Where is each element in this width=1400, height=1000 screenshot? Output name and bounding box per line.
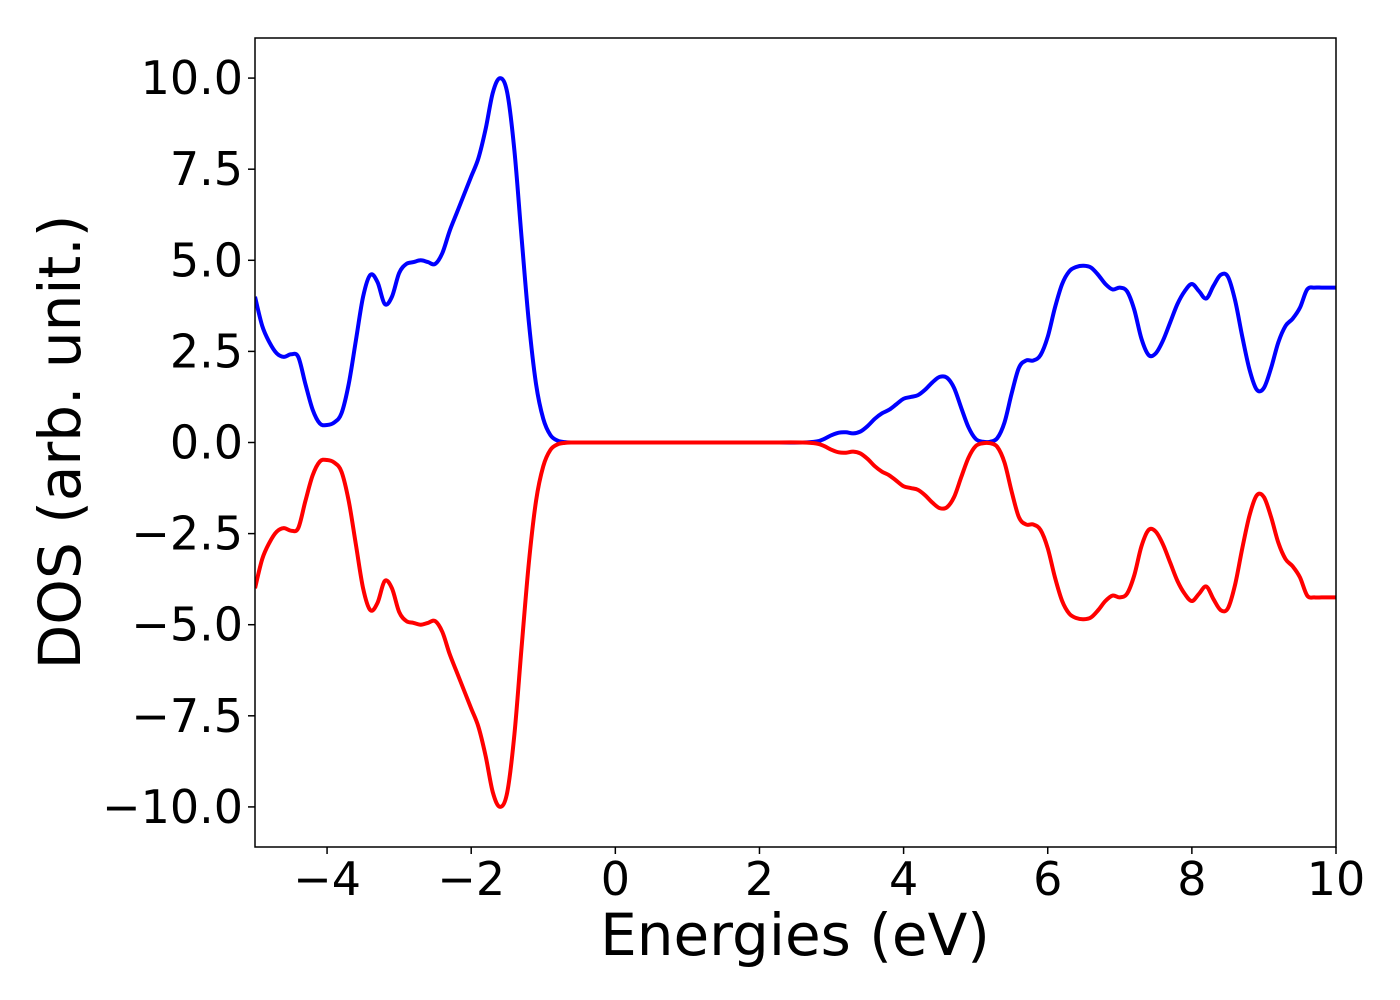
x-tick-label: −2 (437, 852, 505, 906)
x-tick-label: 4 (889, 852, 918, 906)
series-line-2 (255, 440, 1336, 809)
x-tick-label: 8 (1177, 852, 1206, 906)
series-layer (255, 76, 1336, 809)
series-line-1 (255, 76, 1336, 445)
y-tick-label: −7.5 (131, 689, 243, 743)
y-axis-label: DOS (arb. unit.) (26, 215, 94, 670)
x-tick-label: 10 (1307, 852, 1366, 906)
y-tick-label: 2.5 (170, 324, 243, 378)
y-tick-label: 5.0 (170, 233, 243, 287)
y-axis-ticks: 10.0 7.5 5.0 2.5 0.0 −2.5 −5.0 −7.5 −10.0 (102, 51, 255, 834)
y-tick-label: 7.5 (170, 142, 243, 196)
x-tick-label: 6 (1033, 852, 1062, 906)
x-tick-label: 0 (601, 852, 630, 906)
x-tick-label: 2 (745, 852, 774, 906)
x-axis-label: Energies (eV) (600, 901, 990, 969)
y-tick-label: 0.0 (170, 416, 243, 470)
y-tick-label: −2.5 (131, 507, 243, 561)
y-tick-label: 10.0 (141, 51, 243, 105)
x-axis-ticks: −4 −2 0 2 4 6 8 10 (293, 847, 1365, 906)
y-tick-label: −5.0 (131, 598, 243, 652)
x-tick-label: −4 (293, 852, 361, 906)
y-tick-label: −10.0 (102, 780, 243, 834)
